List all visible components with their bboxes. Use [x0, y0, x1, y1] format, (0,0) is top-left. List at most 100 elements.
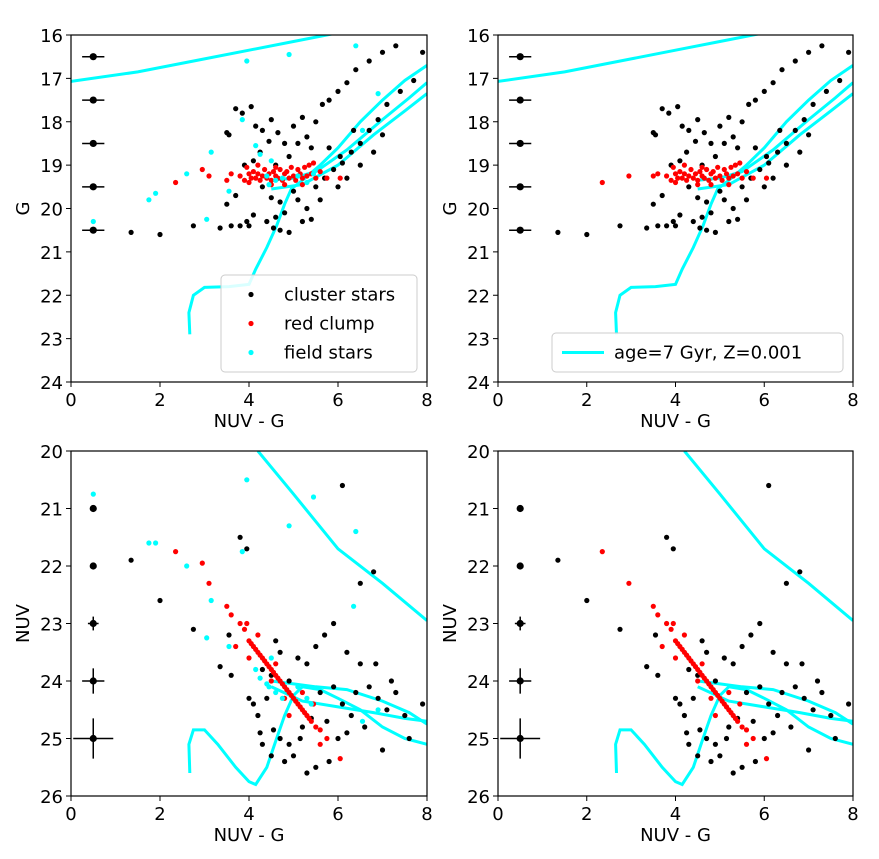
- data-point: [246, 655, 252, 661]
- legend-label: age=7 Gyr, Z=0.001: [614, 343, 802, 364]
- data-point: [686, 741, 692, 747]
- isochrone-line: [614, 64, 853, 335]
- data-point: [275, 130, 281, 136]
- data-point: [763, 756, 770, 762]
- data-point: [306, 162, 312, 168]
- data-point: [730, 205, 736, 212]
- y-axis-label: G: [13, 202, 34, 216]
- y-tick-label: 20: [467, 442, 490, 463]
- y-axis-label: NUV: [13, 603, 34, 643]
- data-point: [239, 549, 245, 555]
- data-point: [757, 620, 763, 627]
- legend-box: [220, 274, 418, 373]
- data-point: [277, 735, 283, 742]
- series-cluster-stars: [128, 482, 426, 776]
- data-point: [420, 701, 426, 707]
- data-point: [675, 104, 681, 110]
- data-point: [317, 169, 323, 175]
- data-point: [708, 758, 714, 765]
- data-point: [351, 127, 357, 133]
- data-point: [723, 171, 730, 177]
- data-point: [712, 678, 719, 684]
- error-bar-point: [516, 53, 524, 61]
- data-point: [779, 67, 785, 73]
- data-point: [357, 140, 363, 146]
- data-point: [366, 127, 372, 133]
- error-bars: [82, 53, 105, 234]
- data-point: [770, 175, 776, 181]
- legend: age=7 Gyr, Z=0.001: [551, 332, 844, 373]
- isochrone-branch: [683, 451, 853, 622]
- series-red-clump: [173, 549, 343, 762]
- data-point: [371, 149, 377, 155]
- data-point: [743, 741, 750, 747]
- data-point: [233, 106, 239, 112]
- data-point: [695, 678, 701, 684]
- isochrone-branch: [498, 35, 761, 83]
- data-point: [737, 160, 743, 166]
- data-point: [737, 701, 743, 707]
- data-point: [846, 701, 852, 707]
- data-point: [228, 171, 234, 177]
- data-point: [268, 158, 274, 164]
- error-bar-point: [89, 139, 97, 148]
- data-point: [626, 173, 632, 179]
- data-point: [255, 162, 261, 168]
- data-point: [730, 134, 736, 140]
- data-point: [721, 166, 727, 173]
- isochrone-branch: [271, 92, 427, 191]
- error-bar-point: [516, 677, 524, 685]
- error-bars: [509, 53, 532, 234]
- data-point: [253, 666, 259, 673]
- data-point: [324, 718, 330, 724]
- data-point: [739, 184, 745, 190]
- series-field-stars: [90, 477, 381, 724]
- data-point: [286, 712, 292, 719]
- data-point: [743, 169, 750, 175]
- data-point: [375, 707, 381, 713]
- data-point: [766, 701, 772, 707]
- data-point: [750, 735, 756, 742]
- data-point: [199, 166, 205, 173]
- data-point: [788, 724, 794, 730]
- y-tick-label: 20: [40, 442, 63, 463]
- error-bar-point: [89, 504, 97, 513]
- data-point: [273, 214, 279, 220]
- legend-label: red clump: [284, 314, 375, 335]
- error-bar-point: [89, 562, 97, 570]
- x-tick-label: 8: [421, 390, 432, 411]
- data-point: [697, 225, 703, 231]
- data-point: [282, 210, 288, 216]
- data-point: [335, 735, 341, 742]
- data-point: [735, 216, 741, 222]
- x-tick-label: 4: [243, 390, 254, 411]
- data-point: [246, 179, 252, 186]
- data-point: [384, 707, 390, 713]
- isochrone-line: [187, 64, 427, 335]
- data-point: [770, 730, 776, 736]
- series-cluster-stars: [555, 43, 852, 238]
- data-point: [244, 546, 250, 552]
- data-point: [253, 123, 259, 129]
- data-point: [695, 117, 701, 123]
- data-point: [690, 218, 696, 225]
- data-point: [206, 580, 212, 586]
- data-point: [302, 164, 308, 170]
- data-point: [248, 175, 254, 181]
- y-tick-label: 21: [40, 243, 63, 264]
- data-point: [775, 712, 781, 719]
- data-point: [375, 91, 381, 97]
- data-point: [353, 43, 359, 49]
- data-point: [739, 175, 745, 181]
- data-point: [273, 638, 279, 644]
- data-point: [823, 88, 830, 94]
- data-point: [806, 49, 812, 55]
- y-tick-label: 23: [467, 330, 490, 351]
- data-point: [339, 160, 345, 166]
- data-point: [224, 201, 230, 207]
- data-point: [208, 597, 214, 604]
- x-tick-label: 6: [332, 390, 343, 411]
- x-tick-label: 8: [847, 390, 858, 411]
- data-point: [304, 770, 310, 776]
